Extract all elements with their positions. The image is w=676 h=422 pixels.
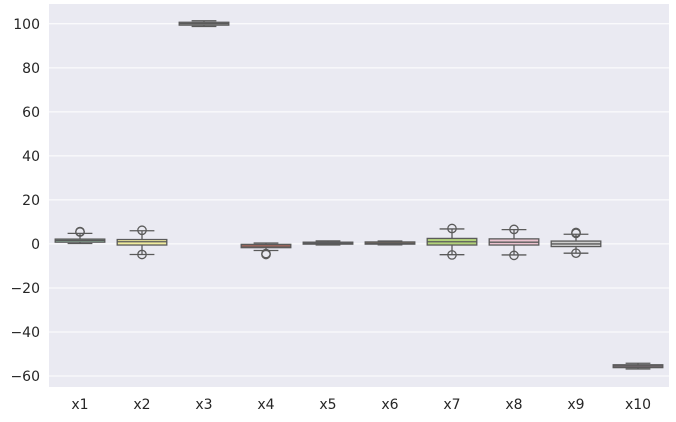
box-x3 [178,20,230,28]
y-axis-tick-labels: 100 80 60 40 20 0 −20 −40 −60 [10,17,40,385]
y-tick-label: 60 [22,105,40,121]
x-tick-label: x2 [133,397,150,413]
boxes [54,20,664,370]
box-x6 [364,240,416,246]
outlier-point [509,250,519,261]
outlier-point [509,224,519,235]
outlier-point [447,223,457,234]
outlier-point [571,248,581,259]
x-tick-label: x8 [505,397,522,413]
box-x4 [240,242,292,260]
y-tick-label: −60 [10,369,40,385]
outlier-point [137,249,147,260]
box-x9 [550,227,602,259]
x-tick-label: x1 [71,397,88,413]
outlier-point [137,225,147,236]
y-tick-label: 40 [22,149,40,165]
outlier-point [261,249,271,260]
outlier-point [571,227,581,238]
x-tick-label: x3 [195,397,212,413]
x-tick-label: x10 [625,397,651,413]
box-x2 [116,225,168,260]
x-tick-label: x5 [319,397,336,413]
x-tick-label: x4 [257,397,274,413]
x-tick-label: x6 [381,397,398,413]
outlier-point [447,250,457,260]
y-tick-label: 0 [31,237,40,253]
y-tick-label: −40 [10,325,40,341]
y-tick-label: 80 [22,61,40,77]
box-x7 [426,223,478,260]
box-x10 [612,362,664,370]
outlier-point [75,226,85,237]
y-tick-label: −20 [10,281,40,297]
y-tick-label: 20 [22,193,40,209]
x-axis-tick-labels: x1 x2 x3 x4 x5 x6 x7 x8 x9 x10 [71,397,651,413]
x-tick-label: x7 [443,397,460,413]
box-x8 [488,224,540,261]
box-x1 [54,226,106,245]
x-tick-label: x9 [567,397,584,413]
y-tick-label: 100 [13,17,40,33]
plot-area [49,4,669,387]
box-x5 [302,240,354,246]
